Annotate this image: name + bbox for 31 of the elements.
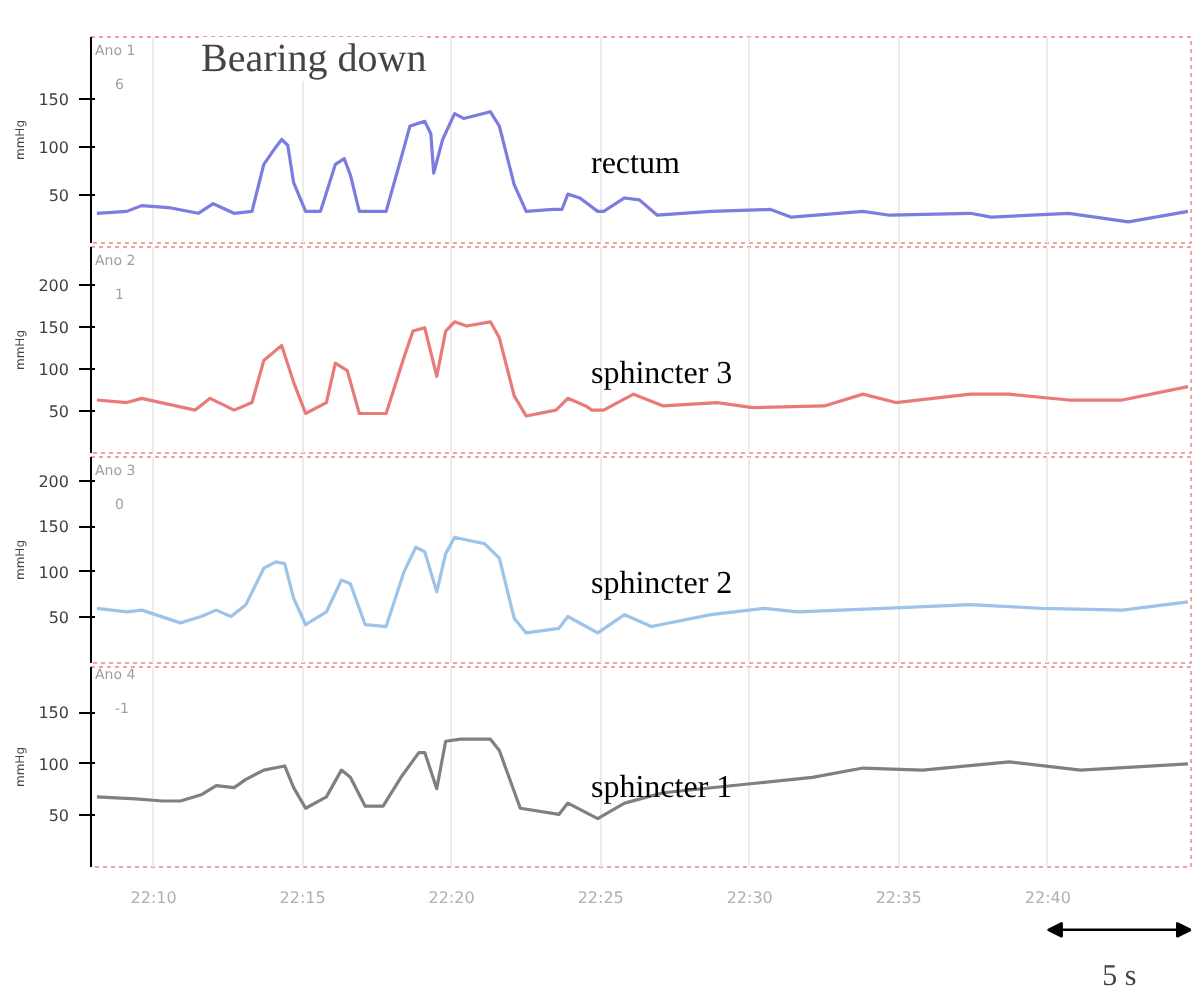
series-label: rectum <box>591 147 681 182</box>
series-label: sphincter 2 <box>591 567 733 602</box>
y-tick-label: 100 <box>38 360 70 379</box>
y-tick-label: 200 <box>38 472 70 491</box>
x-tick-label: 22:35 <box>875 889 922 907</box>
y-tick-label: 150 <box>38 318 70 337</box>
y-tick-label: 50 <box>48 402 70 421</box>
series-label: sphincter 1 <box>591 771 733 806</box>
series-label: sphincter 3 <box>591 357 733 392</box>
y-tick-label: 150 <box>38 91 70 110</box>
y-tick-label: 100 <box>38 563 70 582</box>
y-tick-label: 150 <box>38 518 70 537</box>
y-tick-label: 100 <box>38 755 70 774</box>
y-tick-label: 200 <box>38 276 70 295</box>
y-tick-label: 50 <box>48 609 70 628</box>
line-series <box>95 320 1190 418</box>
y-tick-label: 50 <box>48 187 70 206</box>
x-tick-label: 22:40 <box>1024 889 1071 907</box>
x-tick-label: 22:20 <box>428 889 475 907</box>
x-tick-label: 22:25 <box>577 889 624 907</box>
x-tick-label: 22:30 <box>726 889 773 907</box>
y-tick-label: 50 <box>48 807 70 826</box>
x-tick-label: 22:10 <box>130 889 177 907</box>
line-series <box>95 737 1190 821</box>
line-series <box>95 110 1190 224</box>
chart-title: Bearing down <box>201 37 427 81</box>
text: 5 s <box>1102 960 1137 992</box>
y-tick-label: 150 <box>38 704 70 723</box>
x-tick-label: 22:15 <box>279 889 326 907</box>
line-series <box>95 535 1190 635</box>
y-tick-label: 100 <box>38 139 70 158</box>
